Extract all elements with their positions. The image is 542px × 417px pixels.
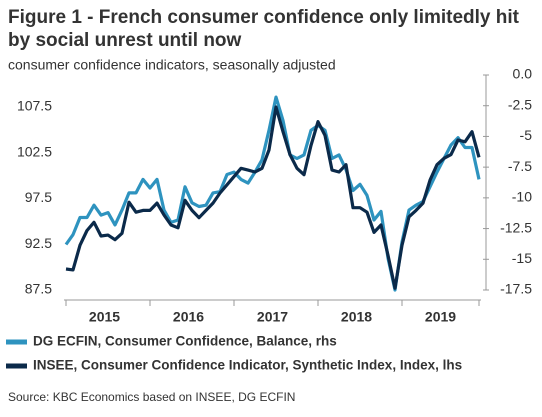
y2-tick-label: -5 — [520, 127, 533, 143]
y2-tick-label: -2.5 — [508, 96, 532, 112]
y-tick-label: 87.5 — [25, 281, 52, 297]
x-tick-label: 2019 — [425, 309, 456, 325]
x-tick-label: 2015 — [89, 309, 120, 325]
y-tick-label: 97.5 — [25, 189, 52, 205]
x-tick-label: 2017 — [257, 309, 288, 325]
series-line — [64, 95, 481, 292]
source-note: Source: KBC Economics based on INSEE, DG… — [8, 390, 295, 404]
legend-label: INSEE, Consumer Confidence Indicator, Sy… — [33, 358, 462, 373]
y2-tick-label: 0.0 — [513, 66, 533, 82]
y-tick-label: 107.5 — [17, 98, 52, 114]
chart-subtitle: consumer confidence indicators, seasonal… — [8, 57, 336, 73]
series-line — [65, 105, 481, 290]
chart-title: Figure 1 - French consumer confidence on… — [8, 7, 519, 51]
y-tick-label: 102.5 — [17, 143, 52, 159]
y2-tick-label: -10 — [512, 189, 532, 205]
y2-tick-label: -12.5 — [500, 219, 532, 235]
x-tick-label: 2016 — [173, 309, 204, 325]
y-tick-label: 92.5 — [25, 235, 52, 251]
y2-tick-label: -17.5 — [500, 281, 532, 297]
legend-label: DG ECFIN, Consumer Confidence, Balance, … — [33, 334, 337, 349]
x-tick-label: 2018 — [341, 309, 372, 325]
y2-tick-label: -15 — [512, 250, 532, 266]
y2-tick-label: -7.5 — [508, 158, 532, 174]
